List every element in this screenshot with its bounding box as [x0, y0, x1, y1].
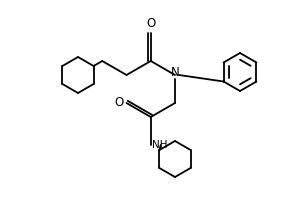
Text: NH: NH [152, 140, 167, 150]
Text: N: N [171, 66, 179, 79]
Text: O: O [114, 97, 124, 110]
Text: O: O [146, 17, 155, 30]
